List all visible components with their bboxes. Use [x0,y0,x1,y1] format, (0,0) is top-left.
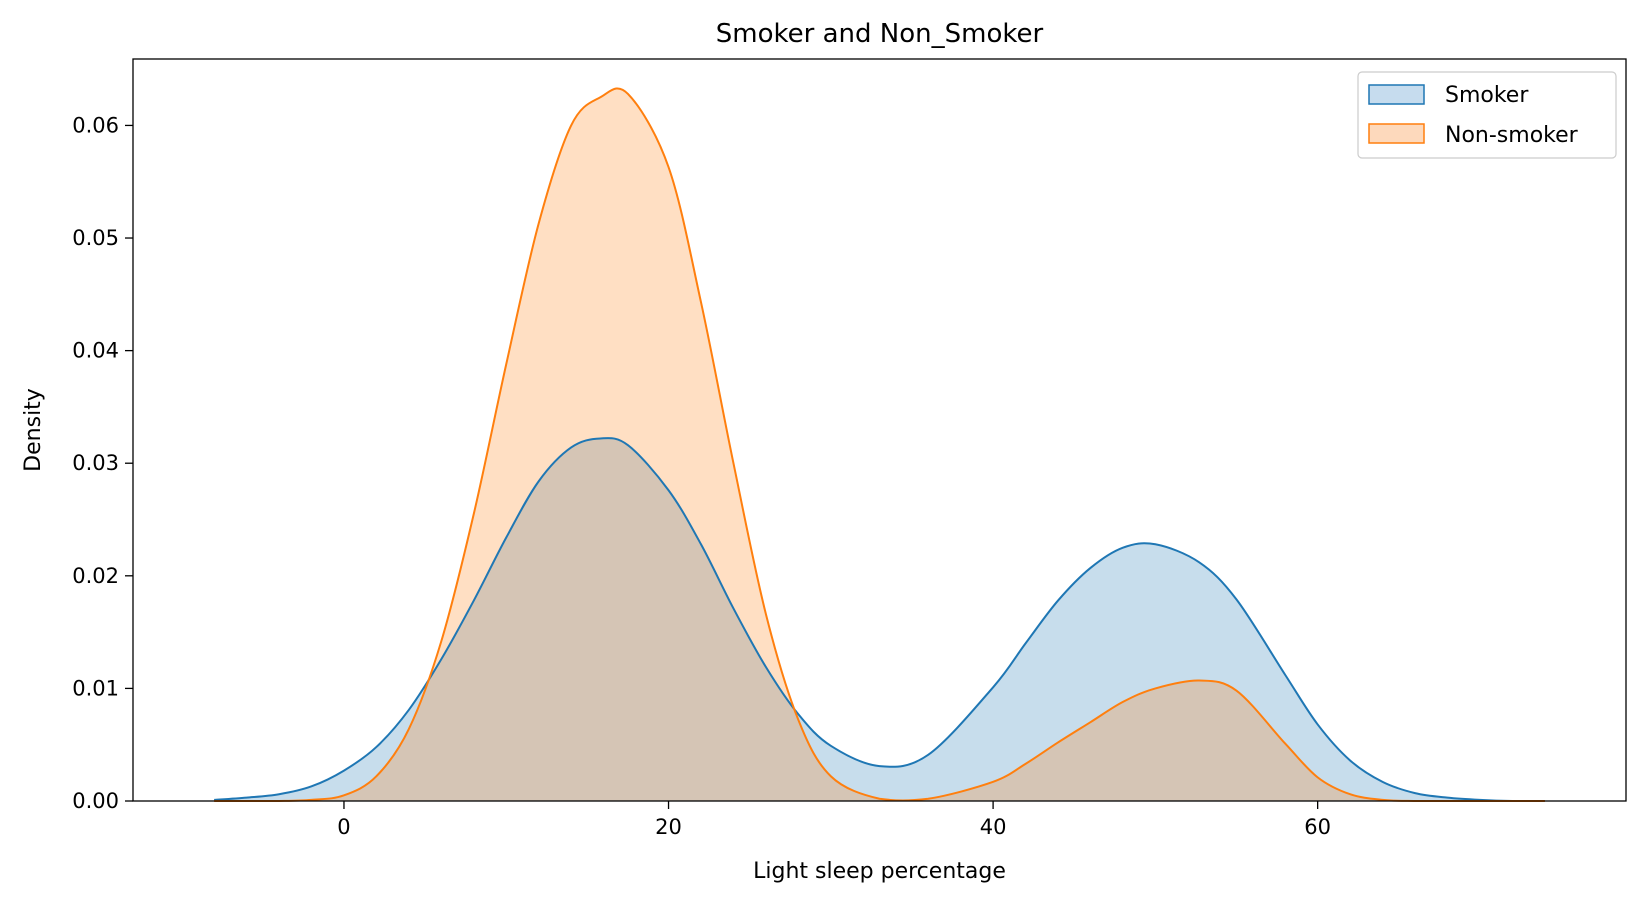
chart-title: Smoker and Non_Smoker [716,19,1044,49]
x-tick-label: 40 [980,815,1007,839]
x-axis-ticks: 0 20 40 60 [337,801,1331,839]
density-line-smoker [214,437,1545,803]
y-tick-label: 0.00 [72,789,119,813]
density-line-non-smoker [214,87,1545,803]
x-tick-label: 60 [1304,815,1331,839]
density-lines [214,87,1545,803]
legend-swatch-non-smoker [1368,123,1425,144]
y-tick-label: 0.02 [72,564,119,588]
y-tick-label: 0.05 [72,226,119,250]
density-areas [214,88,1545,801]
y-axis-label: Density [21,388,46,472]
x-axis-label: Light sleep percentage [753,859,1006,884]
legend: Smoker Non-smoker [1357,71,1617,159]
legend-label-non-smoker: Non-smoker [1445,123,1579,148]
x-tick-label: 20 [655,815,682,839]
y-tick-label: 0.01 [72,676,119,700]
y-tick-label: 0.04 [72,339,119,363]
legend-label-smoker: Smoker [1445,83,1529,108]
legend-swatch-smoker [1368,84,1425,105]
x-tick-label: 0 [337,815,350,839]
y-tick-label: 0.03 [72,451,119,475]
y-axis-ticks: 0.00 0.01 0.02 0.03 0.04 0.05 0.06 [72,113,133,813]
y-tick-label: 0.06 [72,113,119,137]
plot-frame [132,58,1627,802]
density-area-smoker [214,438,1545,801]
density-area-non-smoker [214,88,1545,801]
